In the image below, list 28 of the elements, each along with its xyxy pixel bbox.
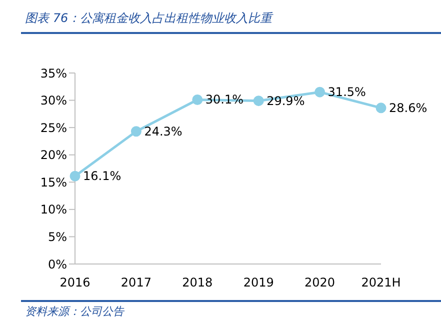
data-label: 30.1%	[205, 92, 244, 107]
x-tick-label: 2016	[60, 276, 90, 290]
x-tick-label: 2020	[304, 276, 336, 290]
data-label: 31.5%	[328, 85, 366, 100]
chart-title: 图表 76：公寓租金收入占出租性物业收入比重	[25, 10, 272, 27]
point	[70, 170, 80, 182]
y-tick-label: 0%	[48, 257, 67, 272]
x-tick-label: 2017	[120, 276, 152, 290]
data-label: 24.3%	[144, 124, 182, 138]
point	[253, 96, 264, 106]
y-tick-label: 35%	[40, 66, 67, 80]
data-label: 29.9%	[266, 94, 305, 108]
x-tick-label: 2018	[182, 276, 213, 290]
point	[314, 86, 326, 98]
y-tick-label: 20%	[40, 148, 67, 162]
point	[130, 126, 142, 137]
data-label: 28.6%	[389, 100, 428, 115]
y-tick-label: 15%	[40, 175, 67, 190]
y-tick-label: 25%	[40, 120, 67, 135]
x-tick-label: 2021H	[361, 276, 401, 290]
y-tick-label: 30%	[40, 94, 67, 108]
y-tick-label: 5%	[48, 230, 67, 244]
text: 资料来源：公司公告	[25, 304, 124, 319]
x-tick-label: 2019	[243, 276, 274, 290]
point	[376, 102, 386, 114]
data-label: 16.1%	[83, 169, 122, 184]
point	[192, 94, 203, 105]
y-tick-label: 10%	[40, 202, 67, 217]
